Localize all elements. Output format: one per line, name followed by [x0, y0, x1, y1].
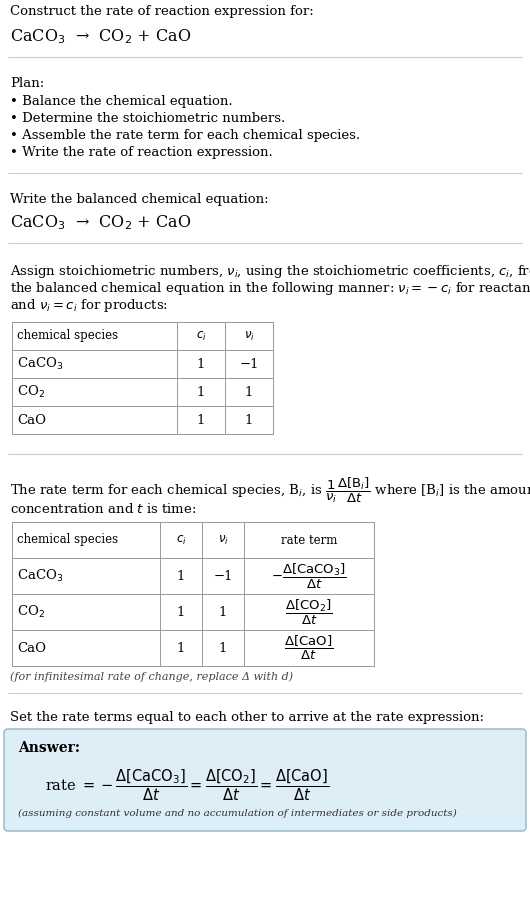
Text: $-\dfrac{\Delta[\mathrm{CaCO_3}]}{\Delta t}$: $-\dfrac{\Delta[\mathrm{CaCO_3}]}{\Delta…: [271, 561, 347, 591]
Text: CaO: CaO: [17, 642, 46, 654]
Text: CaCO$_3$: CaCO$_3$: [17, 356, 63, 372]
Text: $\dfrac{\Delta[\mathrm{CaO}]}{\Delta t}$: $\dfrac{\Delta[\mathrm{CaO}]}{\Delta t}$: [285, 634, 333, 662]
Text: CaCO$_3$  →  CO$_2$ + CaO: CaCO$_3$ → CO$_2$ + CaO: [10, 213, 191, 232]
Text: • Balance the chemical equation.: • Balance the chemical equation.: [10, 95, 233, 108]
Text: and $\nu_i = c_i$ for products:: and $\nu_i = c_i$ for products:: [10, 297, 168, 314]
Text: the balanced chemical equation in the following manner: $\nu_i = -c_i$ for react: the balanced chemical equation in the fo…: [10, 280, 530, 297]
Text: 1: 1: [177, 570, 185, 582]
Text: • Assemble the rate term for each chemical species.: • Assemble the rate term for each chemic…: [10, 129, 360, 142]
Text: −1: −1: [239, 358, 259, 370]
Text: $c_i$: $c_i$: [196, 329, 206, 342]
FancyBboxPatch shape: [4, 729, 526, 831]
Text: Assign stoichiometric numbers, $\nu_i$, using the stoichiometric coefficients, $: Assign stoichiometric numbers, $\nu_i$, …: [10, 263, 530, 280]
Text: $\nu_i$: $\nu_i$: [218, 533, 228, 547]
Text: Answer:: Answer:: [18, 741, 80, 755]
Text: Set the rate terms equal to each other to arrive at the rate expression:: Set the rate terms equal to each other t…: [10, 711, 484, 724]
Text: chemical species: chemical species: [17, 329, 118, 342]
Text: CaCO$_3$  →  CO$_2$ + CaO: CaCO$_3$ → CO$_2$ + CaO: [10, 27, 191, 46]
Text: chemical species: chemical species: [17, 533, 118, 547]
Text: rate term: rate term: [281, 533, 337, 547]
Text: concentration and $t$ is time:: concentration and $t$ is time:: [10, 502, 197, 516]
Text: $\nu_i$: $\nu_i$: [244, 329, 254, 342]
Text: 1: 1: [245, 413, 253, 427]
Text: 1: 1: [245, 386, 253, 399]
Text: CO$_2$: CO$_2$: [17, 604, 45, 620]
Text: $c_i$: $c_i$: [175, 533, 187, 547]
Text: • Write the rate of reaction expression.: • Write the rate of reaction expression.: [10, 146, 273, 159]
Text: • Determine the stoichiometric numbers.: • Determine the stoichiometric numbers.: [10, 112, 285, 125]
Text: Plan:: Plan:: [10, 77, 44, 90]
Text: 1: 1: [177, 642, 185, 654]
Text: Write the balanced chemical equation:: Write the balanced chemical equation:: [10, 193, 269, 206]
Text: 1: 1: [219, 642, 227, 654]
Text: −1: −1: [213, 570, 233, 582]
Text: $\dfrac{\Delta[\mathrm{CO_2}]}{\Delta t}$: $\dfrac{\Delta[\mathrm{CO_2}]}{\Delta t}…: [285, 597, 333, 627]
Text: Construct the rate of reaction expression for:: Construct the rate of reaction expressio…: [10, 5, 314, 18]
Text: (for infinitesimal rate of change, replace Δ with d): (for infinitesimal rate of change, repla…: [10, 671, 293, 682]
Text: (assuming constant volume and no accumulation of intermediates or side products): (assuming constant volume and no accumul…: [18, 809, 457, 818]
Text: 1: 1: [197, 358, 205, 370]
Text: CO$_2$: CO$_2$: [17, 384, 45, 400]
Text: 1: 1: [219, 605, 227, 619]
Text: 1: 1: [177, 605, 185, 619]
Text: CaO: CaO: [17, 413, 46, 427]
Text: 1: 1: [197, 386, 205, 399]
Text: CaCO$_3$: CaCO$_3$: [17, 568, 63, 584]
Text: rate $= -\dfrac{\Delta[\mathrm{CaCO_3}]}{\Delta t} = \dfrac{\Delta[\mathrm{CO_2}: rate $= -\dfrac{\Delta[\mathrm{CaCO_3}]}…: [45, 767, 329, 803]
Text: The rate term for each chemical species, B$_i$, is $\dfrac{1}{\nu_i}\dfrac{\Delt: The rate term for each chemical species,…: [10, 476, 530, 505]
Text: 1: 1: [197, 413, 205, 427]
